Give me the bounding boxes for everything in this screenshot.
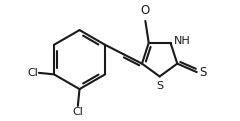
- Text: NH: NH: [174, 36, 190, 46]
- Text: S: S: [199, 66, 207, 79]
- Text: O: O: [141, 4, 150, 17]
- Text: Cl: Cl: [72, 107, 83, 117]
- Text: S: S: [156, 81, 163, 91]
- Text: Cl: Cl: [27, 68, 38, 78]
